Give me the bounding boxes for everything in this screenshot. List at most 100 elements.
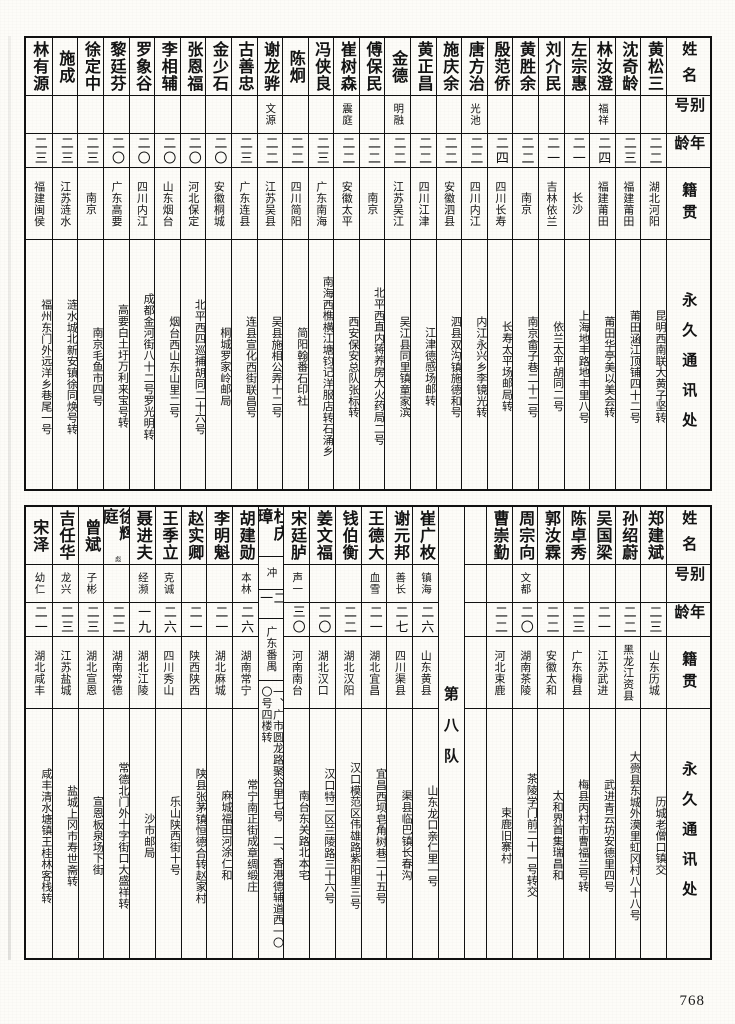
entry-name: 宋泽: [26, 507, 52, 565]
row-header-address: 永久通讯处: [680, 291, 699, 442]
entry-native-place: 河北保定: [180, 168, 206, 240]
entry-age: 二〇: [310, 603, 335, 637]
entry-address: 南京畲子巷二十二号: [526, 315, 539, 418]
registry-entry-column: 聂进夫 经濒 一九 湖北江陵 沙市邮局: [129, 507, 155, 958]
name-annotation: 彪: [113, 556, 121, 563]
entry-name: 谢元邦: [387, 507, 413, 565]
entry-address: 泗县双沟镇施德和号: [449, 315, 462, 418]
entry-age: 二二: [359, 134, 385, 168]
entry-alias: [359, 96, 385, 134]
registry-entry-column: 冯侠良 二三 广东南海 南海西樵横江塘钧记洋服店转石涌乡: [307, 38, 334, 489]
entry-address: 北平西四巡捕胡同二十六号: [193, 298, 206, 435]
entry-address: 西安保安总队张标转: [346, 315, 359, 418]
entry-native-place: 南京: [513, 168, 539, 240]
entry-alias: [206, 96, 231, 134]
entry-name: 施成: [52, 38, 78, 96]
entry-name: 李相辅: [155, 38, 180, 96]
entry-age: 二〇: [155, 134, 180, 168]
entry-address: 南京毛鱼市四号: [90, 326, 103, 407]
registry-table-top: 姓名 别号 年龄 籍贯 永久通讯处 黄松三 二二 湖北河阳 昆明西南联大黄子坚转 沈奇龄 二三 福建莆…: [24, 36, 712, 491]
entry-name: 林汝澄: [590, 38, 615, 96]
entry-address: 内江永兴乡李镜光转: [474, 315, 487, 418]
entry-age: 二一: [26, 603, 52, 637]
entry-alias: [155, 96, 180, 134]
entry-age: 二一: [258, 590, 284, 620]
entry-alias: [539, 96, 564, 134]
entry-name: 冯侠良: [308, 38, 334, 96]
entry-address: 束鹿旧寨村: [499, 807, 512, 864]
entry-name: 张恩福: [180, 38, 206, 96]
entry-age: 二二: [283, 134, 308, 168]
entry-address: 一、广市圆龙路聚谷里七号 二、香港德辅道西一〇〇号四楼转: [260, 685, 284, 948]
section-gap-column: [463, 507, 486, 958]
entry-age: 二三: [78, 134, 103, 168]
entry-name: 钱伯衡: [335, 507, 361, 565]
entry-address: 江津德感场邮转: [423, 326, 436, 407]
entry-alias: [26, 96, 52, 134]
registry-entry-column: 刘介民 二一 吉林依兰 依兰太平胡同二号: [538, 38, 564, 489]
entry-native-place: 山东历城: [641, 637, 666, 709]
entry-age: 二一: [539, 134, 564, 168]
registry-entry-column: 曹崇勤 二二 河北束鹿 束鹿旧寨村: [485, 507, 512, 958]
registry-entry-column: 郭汝霖 二二 安徽太和 太和界首集瑞昌和: [537, 507, 564, 958]
entry-alias: [487, 96, 513, 134]
team-label-column: 第八队: [437, 507, 464, 958]
entry-address: 太和界首集瑞昌和: [551, 790, 564, 881]
entry-age: 二四: [487, 134, 513, 168]
entry-address: 山东龙口亲仁里一号: [425, 784, 438, 887]
entry-age: 二六: [155, 603, 181, 637]
entry-native-place: 长沙: [564, 168, 590, 240]
entry-address: 常德北门外十字街口大盛祥转: [117, 762, 130, 909]
entry-age: 二一: [361, 603, 387, 637]
entry-age: 二三: [308, 134, 334, 168]
entry-name: 宋廷胪: [284, 507, 310, 565]
entry-address: 昆明西南联大黄子坚转: [654, 310, 666, 423]
row-header-native-place: 籍贯: [667, 637, 710, 709]
entry-age: 三〇: [284, 603, 310, 637]
entry-name: 唐方治: [462, 38, 487, 96]
registry-entry-column: 古善忠 二三 广东连县 连县宣化西街联昌号: [230, 38, 257, 489]
row-header-age: 年龄: [667, 134, 710, 168]
entry-name: 古善忠: [231, 38, 257, 96]
entry-address: 武进青云坊安德里四号: [602, 779, 615, 892]
entry-address: 简阳翰番石印社: [295, 326, 308, 407]
entry-address: 常宁南正街成章绸缎庄: [245, 779, 258, 892]
entry-name: 施庆余: [436, 38, 462, 96]
registry-entry-column: 周宗向 文都 二〇 湖南茶陵 茶陵学门前二十一号转交: [511, 507, 538, 958]
entry-age: 二二: [436, 134, 462, 168]
registry-entry-column: 孙绍蔚 二二 黑龙江资县 大赍县东城外漠里虹冈村八十八号: [614, 507, 641, 958]
entry-address: 莆田华亭美以美会转: [602, 315, 615, 418]
entry-age: 二四: [590, 134, 615, 168]
registry-entry-column: 胡建勋 本林 二六 湖南常宁 常宁南正街成章绸缎庄: [231, 507, 258, 958]
entry-name: 黄胜余: [513, 38, 539, 96]
entry-alias: 龙兴: [52, 565, 78, 603]
entry-native-place: 四川渠县: [387, 637, 413, 709]
entry-alias: [436, 96, 462, 134]
entry-address: 盐城上冈市寿世斋转: [65, 784, 78, 887]
registry-entry-column: 吉任华 龙兴 二三 江苏盐城 盐城上冈市寿世斋转: [51, 507, 78, 958]
page-number: 768: [679, 993, 705, 1009]
entry-name: 金德: [385, 38, 411, 96]
entry-address: 上海地丰路地丰里八号: [577, 310, 590, 423]
entry-address: 麻城福田河涂仁和: [219, 790, 232, 881]
entry-age: 二二: [462, 134, 487, 168]
row-header-age: 年龄: [667, 603, 710, 637]
registry-entry-column: 谢龙骅 文源 二二 江苏吴县 吴县施相公弄十二号: [256, 38, 283, 489]
entry-native-place: 湖南茶陵: [512, 637, 538, 709]
registry-entry-column: 钱伯衡 二二 湖北汉阳 汉口模范区伟雄路紫阳里三号: [334, 507, 361, 958]
blank-age: [464, 603, 486, 637]
entry-native-place: 山东烟台: [155, 168, 180, 240]
row-header-name: 姓名: [667, 507, 710, 565]
entry-alias: 镇海: [413, 565, 438, 603]
registry-entry-column: 郑建斌 二三 山东历城 历城老僧口镇交: [640, 507, 666, 958]
registry-entry-column: 谢元邦 善长 二七 四川渠县 渠县临巴镇长春沟: [386, 507, 413, 958]
entry-name: 陈卓秀: [564, 507, 589, 565]
entry-native-place: 安徽桐城: [206, 168, 231, 240]
entry-name: 胡建勋: [232, 507, 258, 565]
entry-alias: [615, 96, 641, 134]
entry-name: 陈炯: [283, 38, 308, 96]
registry-entry-column: 施庆余 二二 安徽泗县 泗县双沟镇施德和号: [435, 38, 462, 489]
entry-native-place: 广东南海: [308, 168, 334, 240]
entry-age: 二二: [538, 603, 564, 637]
entry-age: 二三: [52, 603, 78, 637]
